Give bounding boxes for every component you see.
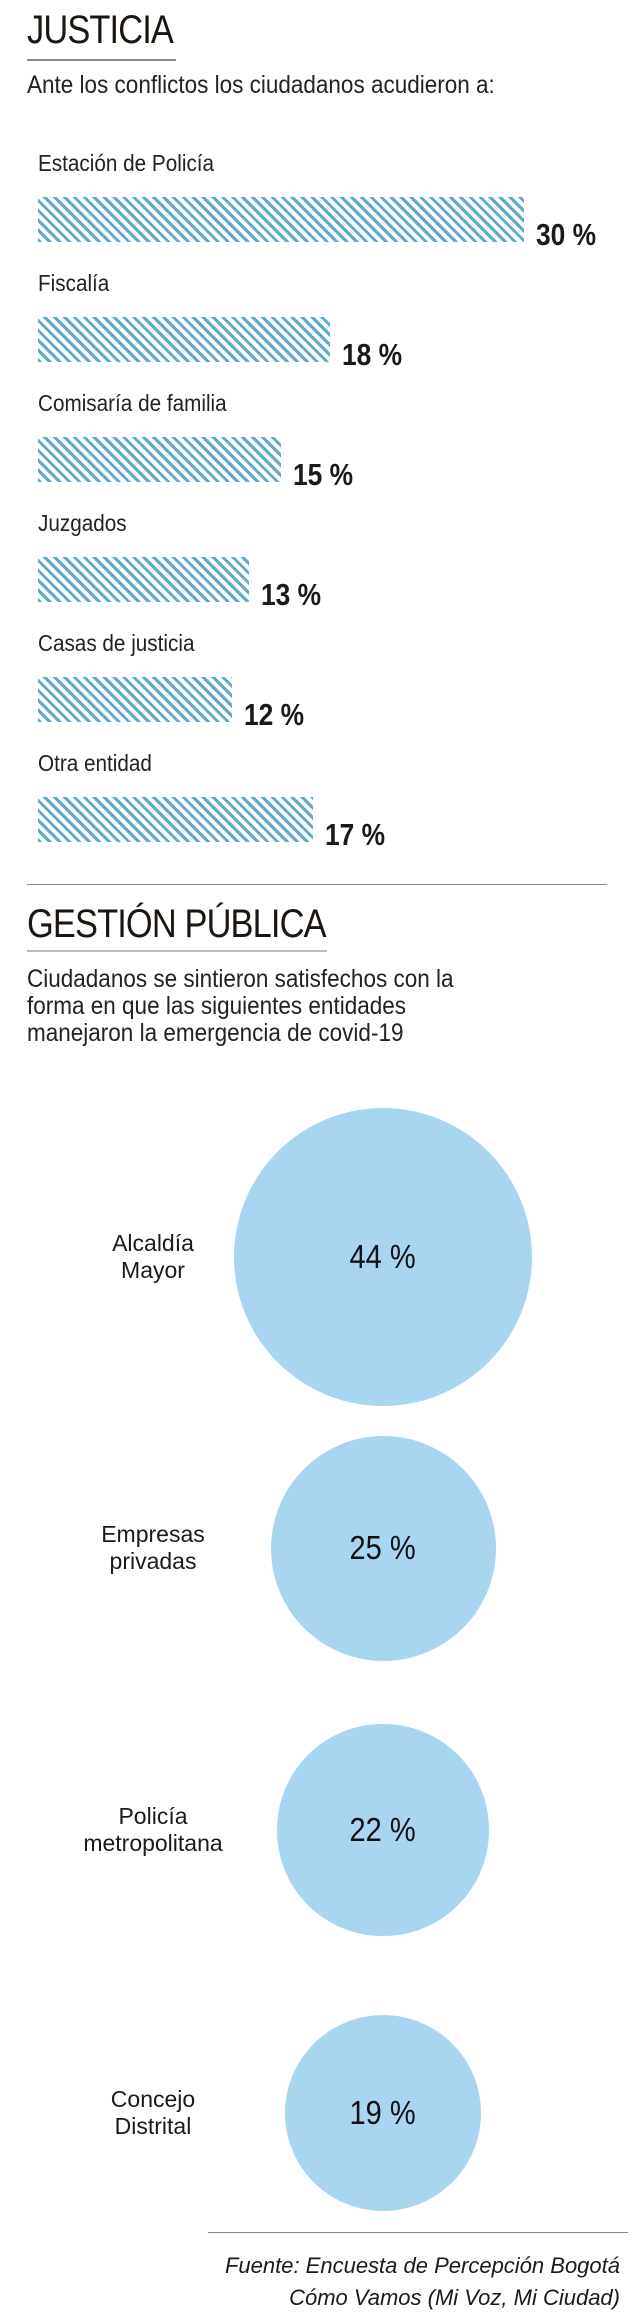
bubble: 22 % <box>277 1724 489 1936</box>
source-line: Fuente: Encuesta de Percepción Bogotá <box>224 2253 620 2278</box>
bar <box>38 557 249 602</box>
section-divider <box>27 884 607 885</box>
bar-label: Otra entidad <box>38 750 152 776</box>
bubble-value-label: 25 % <box>349 1529 417 1566</box>
bar-value-label: 15 % <box>293 457 354 492</box>
section-title-gestion: GESTIÓN PÚBLICA <box>27 902 327 946</box>
source-line: Cómo Vamos (Mi Voz, Mi Ciudad) <box>289 2285 620 2310</box>
bar-label: Casas de justicia <box>38 630 195 656</box>
bar-value-label: 12 % <box>244 697 305 732</box>
title-underline <box>27 59 176 61</box>
bar <box>38 797 314 842</box>
bar-value-label: 30 % <box>536 217 597 252</box>
source-note: Fuente: Encuesta de Percepción Bogotá Có… <box>225 2250 620 2314</box>
bubble-value-label: 22 % <box>349 1810 417 1848</box>
bubble-value-label: 19 % <box>349 2093 417 2131</box>
bar <box>38 437 281 482</box>
bubble: 25 % <box>270 1435 496 1661</box>
bar-value-label: 13 % <box>260 577 321 612</box>
gestion-subtitle: Ciudadanos se sintieron satisfechos con … <box>27 966 454 1047</box>
label-line: Empresas <box>101 1521 205 1547</box>
bubble: 19 % <box>284 2014 482 2212</box>
bar-value-label: 18 % <box>341 337 402 372</box>
bar-label: Juzgados <box>38 510 127 536</box>
label-line: Alcaldía <box>112 1230 194 1256</box>
justicia-subtitle: Ante los conflictos los ciudadanos acudi… <box>27 71 495 99</box>
subtitle-line: manejaron la emergencia de covid-19 <box>27 1019 404 1047</box>
bar-label: Estación de Policía <box>38 150 215 176</box>
label-line: privadas <box>109 1548 197 1574</box>
bubble-category-label: Empresas privadas <box>53 1521 253 1575</box>
bubble-category-label: Concejo Distrital <box>53 2086 253 2140</box>
label-line: metropolitana <box>83 1830 223 1856</box>
bar <box>38 677 233 722</box>
bar-label: Fiscalía <box>38 270 110 296</box>
subtitle-line: Ciudadanos se sintieron satisfechos con … <box>27 965 454 993</box>
subtitle-line: forma en que las siguientes entidades <box>27 992 406 1020</box>
bar <box>38 317 330 362</box>
label-line: Concejo <box>110 2086 196 2112</box>
bar <box>38 197 524 242</box>
section-title-justicia: JUSTICIA <box>27 8 174 52</box>
bar-label: Comisaría de familia <box>38 390 227 416</box>
bar-value-label: 17 % <box>325 817 386 852</box>
bubble-category-label: Alcaldía Mayor <box>53 1230 253 1284</box>
label-line: Policía <box>118 1803 188 1829</box>
label-line: Distrital <box>114 2113 192 2139</box>
bubble-value-label: 44 % <box>349 1237 417 1275</box>
footer-divider <box>208 2232 628 2233</box>
bubble: 44 % <box>233 1107 533 1407</box>
title-underline <box>27 950 327 952</box>
label-line: Mayor <box>121 1257 185 1283</box>
bubble-category-label: Policía metropolitana <box>53 1803 253 1857</box>
